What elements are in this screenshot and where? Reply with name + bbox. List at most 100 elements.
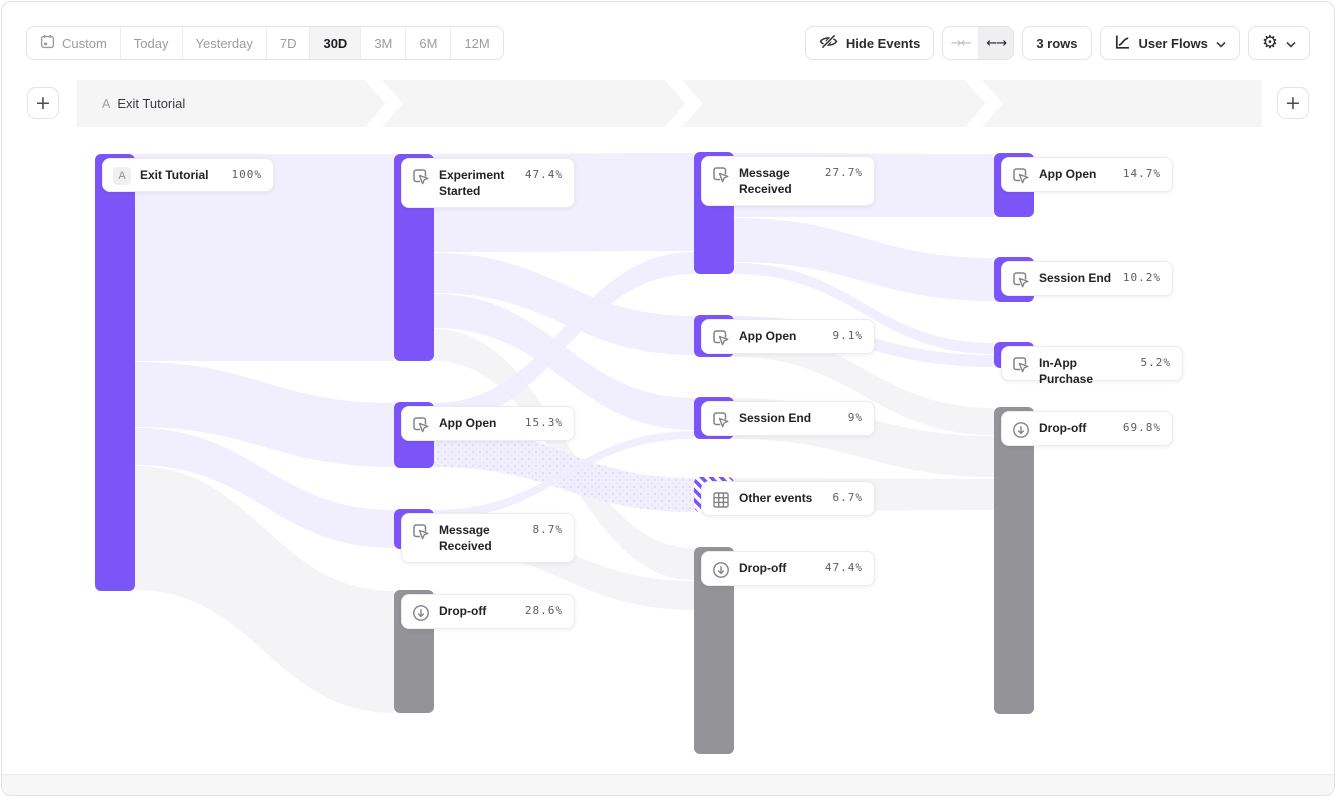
expand-columns-button[interactable]: ←→: [978, 27, 1014, 59]
flow-node-card[interactable]: Drop-off 47.4%: [701, 551, 875, 586]
chevron-down-icon: [1216, 36, 1226, 51]
node-value: 27.7%: [824, 166, 863, 179]
node-value: 14.7%: [1122, 167, 1161, 180]
node-value: 5.2%: [1140, 356, 1171, 369]
node-label: Drop-off: [1039, 421, 1087, 435]
dropoff-icon: [712, 561, 730, 584]
date-range-3m[interactable]: 3M: [360, 27, 405, 59]
line-chart-icon: [1114, 34, 1131, 53]
settings-button[interactable]: ⚙: [1247, 26, 1310, 60]
rows-button[interactable]: 3 rows: [1022, 26, 1092, 60]
flow-node-card[interactable]: App Open 9.1%: [701, 319, 875, 354]
date-range-label: Yesterday: [195, 35, 253, 51]
chart-type-button[interactable]: User Flows: [1099, 26, 1240, 60]
date-range-yesterday[interactable]: Yesterday: [181, 27, 266, 59]
node-label: Session End: [739, 411, 812, 425]
node-label: Message Received: [439, 523, 492, 554]
date-range-label: Custom: [62, 35, 107, 51]
step-title: A Exit Tutorial: [102, 80, 185, 127]
plus-icon: +: [35, 91, 51, 114]
node-value: 69.8%: [1122, 421, 1161, 434]
node-label: Other events: [739, 491, 813, 505]
flow-node-card[interactable]: Session End 10.2%: [1001, 261, 1173, 296]
add-step-left-button[interactable]: +: [27, 87, 59, 119]
hide-events-label: Hide Events: [845, 35, 921, 51]
flow-node-card[interactable]: Drop-off 69.8%: [1001, 411, 1173, 446]
event-icon: [1012, 356, 1030, 379]
flow-node-card[interactable]: Message Received 8.7%: [401, 513, 575, 563]
flow-node-card[interactable]: A Exit Tutorial 100%: [102, 158, 274, 192]
date-range-selector: Custom Today Yesterday 7D 30D 3M 6M 12M: [26, 26, 504, 60]
step-header-row: + A Exit Tutorial +: [2, 80, 1334, 127]
node-value: 9%: [847, 411, 863, 424]
flow-node-card[interactable]: Drop-off 28.6%: [401, 594, 575, 629]
node-label: Session End: [1039, 271, 1112, 285]
node-label: App Open: [439, 416, 497, 430]
date-range-label: 30D: [323, 35, 348, 51]
flow-node-bar[interactable]: [95, 154, 135, 591]
event-icon: [412, 416, 430, 439]
node-value: 47.4%: [524, 168, 563, 181]
step-band[interactable]: A Exit Tutorial: [77, 80, 1262, 127]
date-range-6m[interactable]: 6M: [405, 27, 450, 59]
event-icon: [712, 329, 730, 352]
node-value: 15.3%: [524, 416, 563, 429]
node-value: 10.2%: [1122, 271, 1161, 284]
event-icon: [412, 168, 430, 191]
step-letter-badge: A: [113, 167, 131, 185]
flow-node-card[interactable]: Session End 9%: [701, 401, 875, 436]
date-range-label: 7D: [279, 35, 297, 51]
gear-icon: ⚙: [1261, 32, 1278, 53]
node-value: 100%: [231, 168, 262, 181]
arrows-out-icon: ←→: [986, 35, 1007, 51]
flow-node-card[interactable]: In-App Purchase 5.2%: [1001, 346, 1183, 386]
flow-node-card[interactable]: App Open 14.7%: [1001, 157, 1173, 192]
arrows-in-icon: →←: [950, 35, 972, 51]
chart-type-label: User Flows: [1138, 35, 1208, 51]
date-range-label: Today: [133, 35, 169, 51]
flow-node-card[interactable]: App Open 15.3%: [401, 406, 575, 441]
node-value: 9.1%: [832, 329, 863, 342]
other-events-icon: [712, 491, 730, 514]
date-range-12m[interactable]: 12M: [450, 27, 502, 59]
node-label: Drop-off: [439, 604, 487, 618]
step-title-label: Exit Tutorial: [117, 96, 186, 111]
date-range-label: 6M: [419, 35, 438, 51]
flow-node-card[interactable]: Message Received 27.7%: [701, 156, 875, 206]
column-width-toggle: →← ←→: [942, 26, 1015, 60]
node-value: 6.7%: [832, 491, 863, 504]
plus-icon: +: [1285, 91, 1301, 114]
flow-node-bar[interactable]: [994, 407, 1034, 714]
node-label: Exit Tutorial: [140, 168, 209, 182]
node-label: App Open: [739, 329, 797, 343]
toolbar: Custom Today Yesterday 7D 30D 3M 6M 12M Hide Ev…: [26, 26, 1310, 60]
dropoff-icon: [1012, 421, 1030, 444]
node-value: 8.7%: [532, 523, 563, 536]
flow-node-card[interactable]: Other events 6.7%: [701, 481, 875, 516]
date-range-7d[interactable]: 7D: [265, 27, 310, 59]
date-range-custom[interactable]: Custom: [27, 27, 120, 59]
event-icon: [1012, 167, 1030, 190]
event-icon: [412, 523, 430, 546]
eye-off-icon: [819, 33, 838, 53]
event-icon: [712, 411, 730, 434]
collapse-columns-button[interactable]: →←: [943, 27, 978, 59]
date-range-30d[interactable]: 30D: [309, 27, 361, 59]
add-step-right-button[interactable]: +: [1277, 87, 1309, 119]
node-label: Drop-off: [739, 561, 787, 575]
node-value: 47.4%: [824, 561, 863, 574]
node-label: In-App Purchase: [1039, 356, 1094, 387]
rows-label: 3 rows: [1036, 35, 1078, 51]
step-letter: A: [102, 96, 111, 111]
flow-node-card[interactable]: Experiment Started 47.4%: [401, 158, 575, 208]
panel-footer: [2, 774, 1334, 795]
hide-events-button[interactable]: Hide Events: [804, 26, 935, 60]
event-icon: [712, 166, 730, 189]
date-range-today[interactable]: Today: [119, 27, 182, 59]
date-range-label: 12M: [464, 35, 490, 51]
dropoff-icon: [412, 604, 430, 627]
chevron-down-icon: [1286, 36, 1296, 51]
node-label: Message Received: [739, 166, 792, 197]
